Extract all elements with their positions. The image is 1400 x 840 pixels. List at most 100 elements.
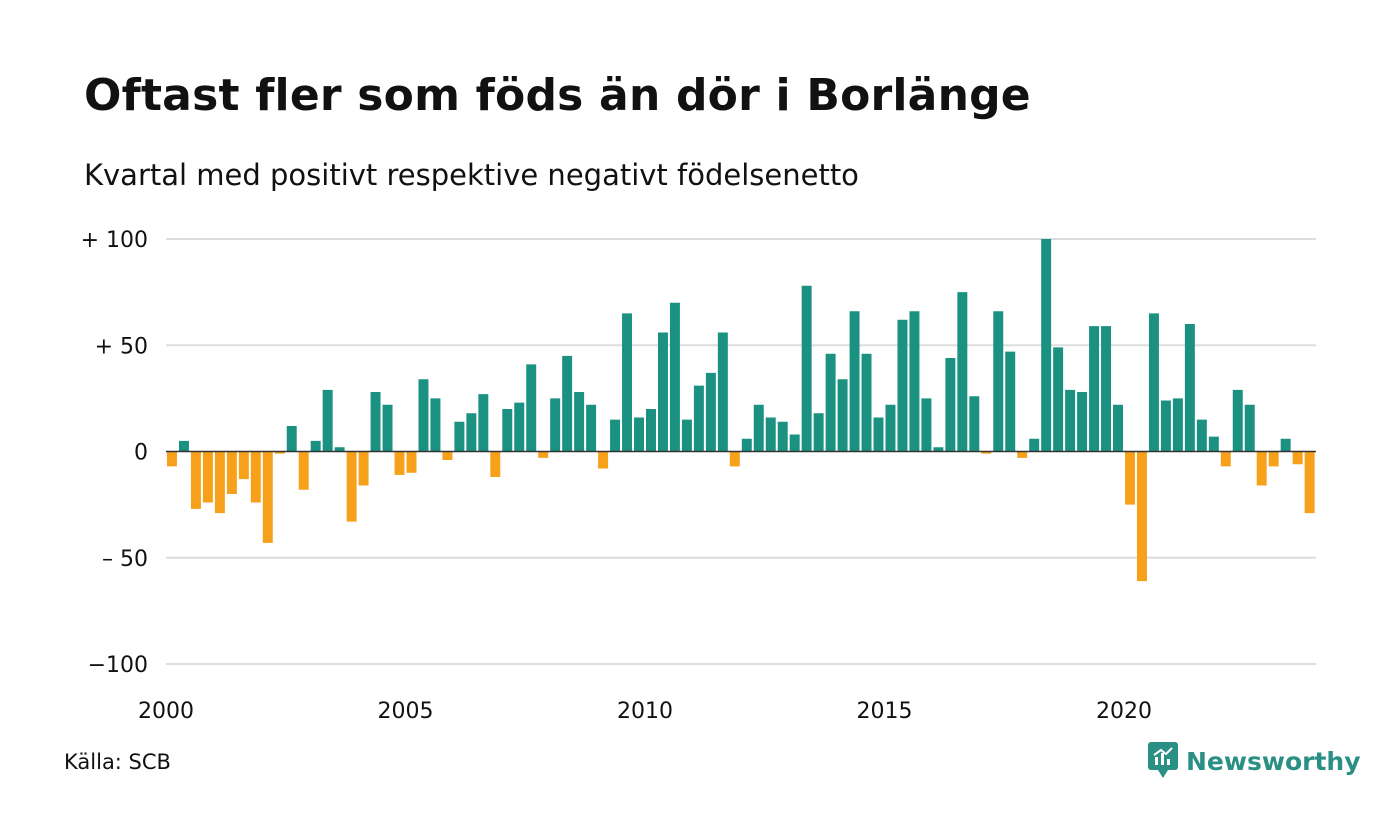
bar: [370, 392, 381, 452]
bar: [167, 451, 177, 467]
bar: [562, 355, 573, 452]
bar: [586, 404, 597, 452]
bar: [1136, 451, 1147, 582]
bar: [382, 404, 393, 452]
bar: [897, 319, 908, 452]
bar: [669, 302, 680, 452]
x-tick-label: 2000: [138, 699, 194, 724]
bar: [1304, 451, 1315, 514]
bar: [1244, 404, 1255, 452]
bar: [226, 451, 237, 494]
bar: [646, 409, 656, 452]
bar: [1017, 451, 1028, 458]
chart-subtitle: Kvartal med positivt respektive negativt…: [84, 158, 859, 192]
bar: [538, 451, 549, 458]
bar: [873, 417, 884, 452]
bar: [1148, 313, 1159, 452]
y-tick-label: + 50: [95, 334, 148, 359]
bar: [1208, 436, 1219, 452]
bar: [286, 426, 297, 452]
brand-logo: Newsworthy: [1148, 742, 1361, 780]
x-tick-label: 2020: [1096, 699, 1152, 724]
bar: [825, 353, 836, 452]
bar: [502, 409, 513, 452]
x-tick-label: 2005: [378, 699, 434, 724]
bar: [1089, 326, 1100, 452]
grid-lines: [166, 238, 1316, 665]
bar: [1196, 419, 1207, 452]
bar: [430, 398, 441, 452]
bar: [765, 417, 776, 452]
bar: [346, 451, 357, 522]
bar: [717, 332, 728, 452]
bar: [178, 440, 189, 452]
y-axis-labels: + 100 + 50 0 – 50 −100: [81, 228, 148, 678]
x-axis-labels: 2000 2005 2010 2015 2020: [138, 699, 1152, 724]
bar: [993, 311, 1004, 452]
bar: [1160, 400, 1171, 452]
bar: [1220, 451, 1231, 467]
source-note: Källa: SCB: [64, 750, 171, 774]
bar: [1256, 451, 1267, 486]
bar: [310, 440, 321, 452]
bar-chart: + 100 + 50 0 – 50 −100 2000 2005 2010 2015 2020: [81, 228, 1316, 724]
bar: [454, 421, 465, 452]
bar: [598, 451, 609, 469]
bar: [238, 451, 249, 480]
bar: [466, 413, 477, 452]
bar: [921, 398, 932, 452]
x-tick-label: 2010: [617, 699, 673, 724]
bar: [1005, 351, 1016, 452]
bar: [1053, 347, 1064, 452]
bar: [1041, 239, 1052, 452]
bar: [945, 358, 956, 452]
bar: [741, 438, 752, 452]
chart-title: Oftast fler som föds än dör i Borlänge: [84, 70, 1031, 121]
y-tick-label: −100: [88, 653, 148, 678]
bar: [634, 417, 644, 452]
bar: [406, 451, 417, 473]
bar: [526, 364, 537, 452]
bar: [322, 389, 333, 452]
bar: [861, 353, 872, 452]
bar: [262, 451, 273, 543]
y-tick-label: 0: [134, 441, 148, 466]
bar: [274, 451, 285, 454]
bar: [789, 434, 800, 452]
bar: [1280, 438, 1291, 452]
bar: [1077, 392, 1088, 452]
bar: [358, 451, 369, 486]
bar: [957, 292, 968, 452]
bar: [1172, 398, 1183, 452]
chart-speech-bubble-icon: [1148, 742, 1178, 778]
bar: [801, 285, 812, 452]
bar: [813, 413, 824, 452]
bar: [418, 379, 429, 452]
bar: [190, 451, 201, 509]
brand-name: Newsworthy: [1186, 746, 1361, 776]
y-tick-label: + 100: [81, 228, 148, 253]
bar: [705, 372, 716, 452]
bar: [298, 451, 309, 490]
bar: [729, 451, 740, 467]
bar: [394, 451, 405, 475]
bar: [753, 404, 764, 452]
bar: [202, 451, 213, 503]
bar: [550, 398, 561, 452]
bar: [969, 396, 980, 452]
y-tick-label: – 50: [102, 547, 148, 572]
bar: [1065, 389, 1076, 452]
bar: [933, 447, 944, 452]
bar: [693, 385, 704, 452]
bar: [214, 451, 225, 514]
bar: [909, 311, 920, 452]
bar: [1232, 389, 1243, 452]
bar: [837, 379, 848, 452]
bar: [334, 447, 345, 452]
bar: [849, 311, 860, 452]
x-tick-label: 2015: [857, 699, 913, 724]
bar: [885, 404, 896, 452]
bar: [622, 313, 633, 452]
bar: [1029, 438, 1040, 452]
bar: [1113, 404, 1123, 452]
